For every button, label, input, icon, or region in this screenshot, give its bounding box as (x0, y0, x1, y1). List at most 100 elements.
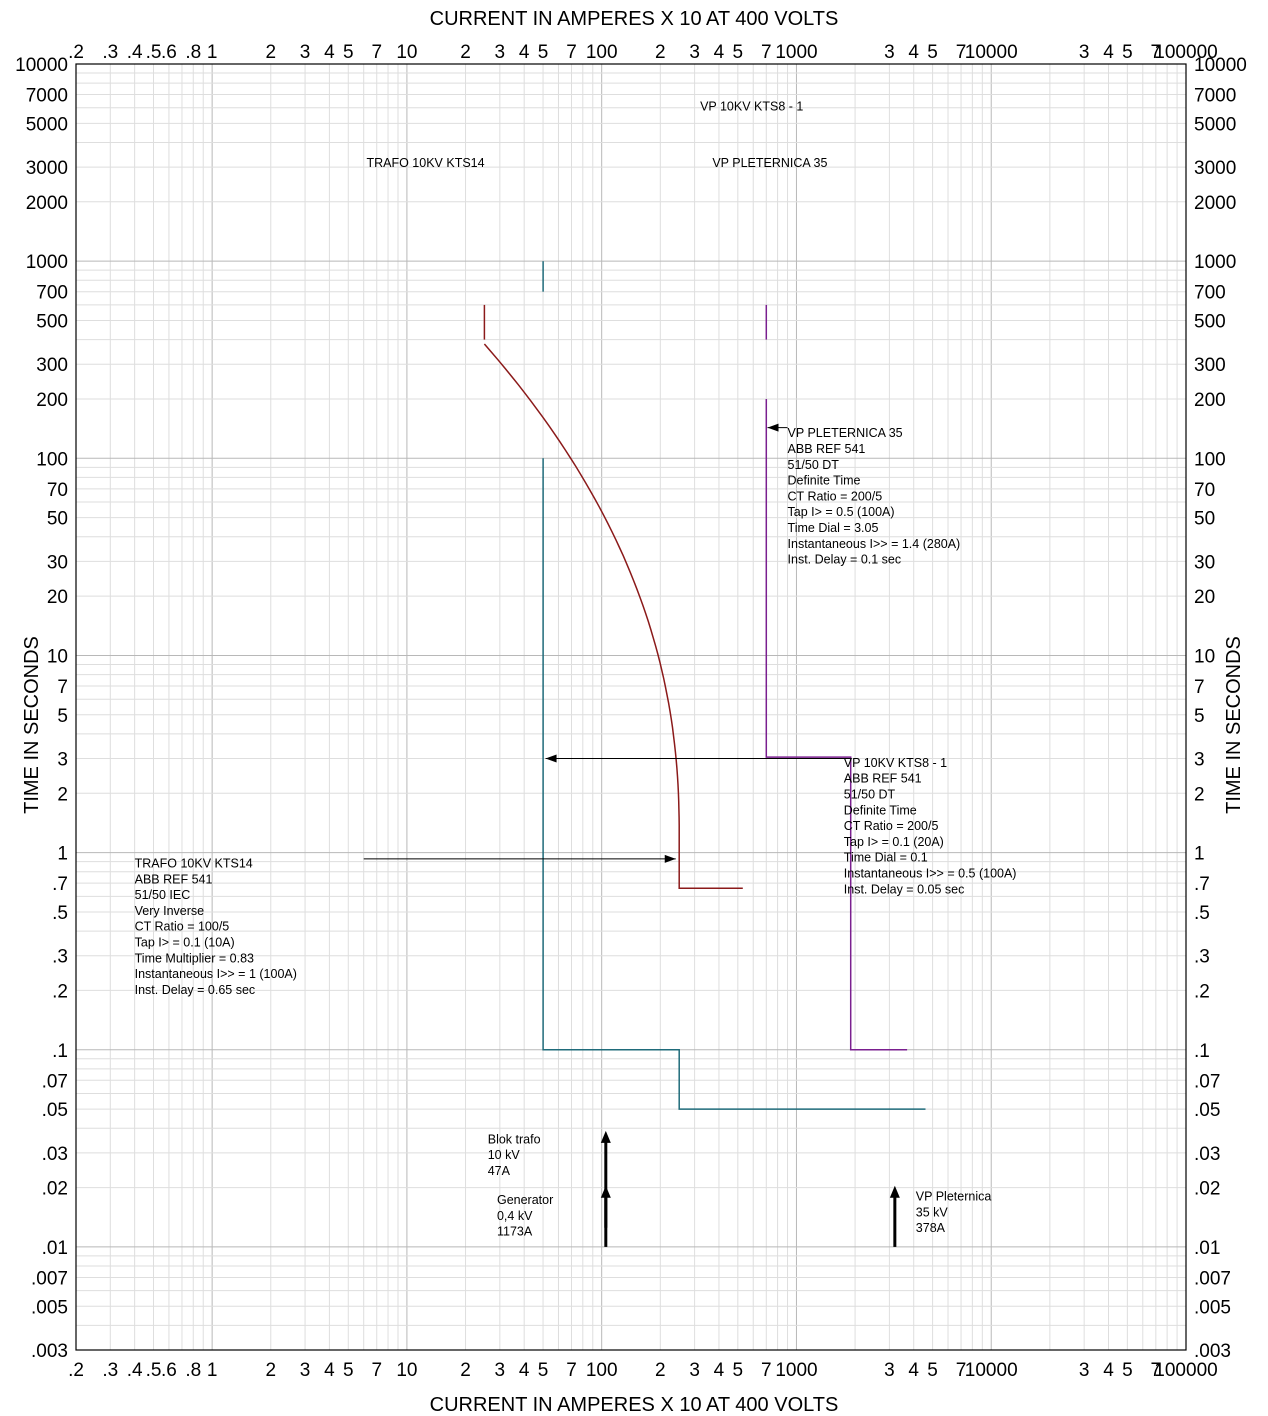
grid (75, 63, 1187, 1351)
y-tick-label: 7 (57, 677, 68, 698)
y-tick-label: 70 (47, 480, 68, 501)
y-tick-label: 3 (1194, 750, 1205, 771)
annotation-line: VP Pleternica (916, 1189, 992, 1203)
x-tick-label: 10000 (965, 1360, 1018, 1381)
x-tick-label: 4 (908, 42, 919, 63)
x-tick-label: 7 (371, 42, 382, 63)
curve-label: VP PLETERNICA 35 (712, 156, 827, 170)
annotation-line: Time Dial = 3.05 (788, 521, 879, 535)
x-tick-label: 3 (495, 1360, 506, 1381)
x-tick-label: .6 (161, 1360, 177, 1381)
x-tick-label: 100000 (1154, 42, 1217, 63)
y-tick-label: 3 (57, 750, 68, 771)
annotations: VP PLETERNICA 35 ABB REF 541 51/50 DT Defin… (135, 426, 1017, 1238)
kts8-annotation: VP 10KV KTS8 - 1 ABB REF 541 51/50 DT Defin… (844, 756, 1017, 896)
x-tick-label: 5 (1122, 42, 1133, 63)
x-tick-label: 1000 (775, 42, 817, 63)
y-tick-label: 300 (36, 355, 68, 376)
x-tick-label: .8 (185, 42, 201, 63)
annotation-line: Inst. Delay = 0.65 sec (135, 983, 256, 997)
x-tick-label: 2 (265, 42, 276, 63)
fault-current-arrowhead (600, 1130, 611, 1143)
x-tick-labels-top: .2.3.4.5.6.8 1 2 3 4 5 7 10 2 3 4 5 7 100 2 3 4 5 7 1000 3 4 5… (68, 42, 1218, 63)
y-tick-label: .007 (1194, 1268, 1231, 1289)
annotation-line: ABB REF 541 (844, 772, 922, 786)
y-tick-label: .02 (42, 1179, 68, 1200)
trafo-curve-tail (678, 833, 743, 889)
x-tick-label: 100 (586, 1360, 618, 1381)
y-tick-label: 7000 (1194, 86, 1236, 107)
y-tick-label: 70 (1194, 480, 1215, 501)
vp-pleternica-fault-annotation: VP Pleternica 35 kV 378A (916, 1189, 992, 1235)
y-tick-label: 200 (36, 390, 68, 411)
x-tick-label: 5 (733, 1360, 744, 1381)
y-tick-label: 1000 (26, 252, 68, 273)
x-tick-label: 7 (956, 42, 967, 63)
y-tick-label: .7 (52, 874, 68, 895)
x-tick-label: .6 (161, 42, 177, 63)
x-tick-label: 4 (324, 42, 335, 63)
y-tick-label: 5 (57, 706, 68, 727)
annotation-line: Blok trafo (488, 1132, 541, 1146)
annotation-line: 0,4 kV (497, 1209, 533, 1223)
y-tick-label: 7000 (26, 86, 68, 107)
annotation-line: 51/50 DT (788, 458, 840, 472)
x-tick-label: 4 (519, 42, 530, 63)
annotation-line: VP PLETERNICA 35 (788, 426, 903, 440)
kts8-curve (542, 458, 926, 1110)
annotation-line: Tap I> = 0.5 (100A) (788, 505, 895, 519)
curves (483, 261, 926, 1110)
x-tick-label: .5 (146, 1360, 162, 1381)
annotation-line: 47A (488, 1164, 511, 1178)
pleternica-annotation: VP PLETERNICA 35 ABB REF 541 51/50 DT Defin… (788, 426, 961, 566)
y-tick-labels-left: 10000 7000 5000 3000 2000 1000 700 500 300 200 100… (15, 55, 68, 1362)
annotation-line: ABB REF 541 (135, 872, 213, 886)
y-tick-labels-right: 10000 7000 5000 3000 2000 1000 700 500 300 200 100… (1194, 55, 1247, 1362)
annotation-line: Instantaneous I>> = 0.5 (100A) (844, 867, 1017, 881)
annotation-line: Inst. Delay = 0.05 sec (844, 882, 965, 896)
y-tick-label: .2 (52, 981, 68, 1002)
annotation-line: Generator (497, 1193, 553, 1207)
x-tick-label: 3 (689, 1360, 700, 1381)
y-tick-label: 2000 (1194, 193, 1236, 214)
annotation-line: Inst. Delay = 0.1 sec (788, 553, 902, 567)
y-tick-label: 300 (1194, 355, 1226, 376)
x-tick-label: 3 (884, 42, 895, 63)
y-tick-label: 5000 (1194, 114, 1236, 135)
y-tick-label: 500 (36, 312, 68, 333)
y-tick-label: 10 (47, 646, 68, 667)
y-tick-label: 50 (47, 509, 68, 530)
y-tick-label: 2 (57, 784, 68, 805)
y-tick-label: .03 (1194, 1144, 1220, 1165)
y-axis-title-left: TIME IN SECONDS (21, 636, 43, 814)
x-tick-label: .2 (68, 1360, 84, 1381)
x-tick-label: 5 (1122, 1360, 1133, 1381)
x-axis-title-bottom: CURRENT IN AMPERES X 10 AT 400 VOLTS (430, 1394, 839, 1416)
x-tick-label: 7 (761, 42, 772, 63)
y-tick-label: .1 (1194, 1041, 1210, 1062)
y-tick-label: .2 (1194, 981, 1210, 1002)
pleternica-curve (765, 399, 908, 1051)
current-markers (600, 1130, 900, 1247)
annotation-line: Very Inverse (135, 904, 205, 918)
y-tick-label: 10000 (15, 55, 68, 76)
y-tick-label: 500 (1194, 312, 1226, 333)
y-tick-label: 100 (36, 449, 68, 470)
y-tick-label: 7 (1194, 677, 1205, 698)
fault-current-arrowhead (889, 1185, 900, 1198)
y-tick-label: 1 (1194, 844, 1205, 865)
annotation-line: 1173A (497, 1225, 533, 1239)
annotation-line: Definite Time (788, 474, 861, 488)
x-tick-label: 10000 (965, 42, 1018, 63)
blok-trafo-annotation: Blok trafo 10 kV 47A (488, 1132, 541, 1178)
x-tick-label: 2 (655, 1360, 666, 1381)
x-tick-label: 5 (927, 42, 938, 63)
x-tick-label: 1 (207, 42, 218, 63)
x-tick-label: 7 (566, 42, 577, 63)
y-tick-label: .3 (52, 947, 68, 968)
curve-label: TRAFO 10KV KTS14 (366, 156, 484, 170)
y-tick-label: .1 (52, 1041, 68, 1062)
x-tick-label: 2 (460, 42, 471, 63)
annotation-line: CT Ratio = 200/5 (788, 489, 883, 503)
